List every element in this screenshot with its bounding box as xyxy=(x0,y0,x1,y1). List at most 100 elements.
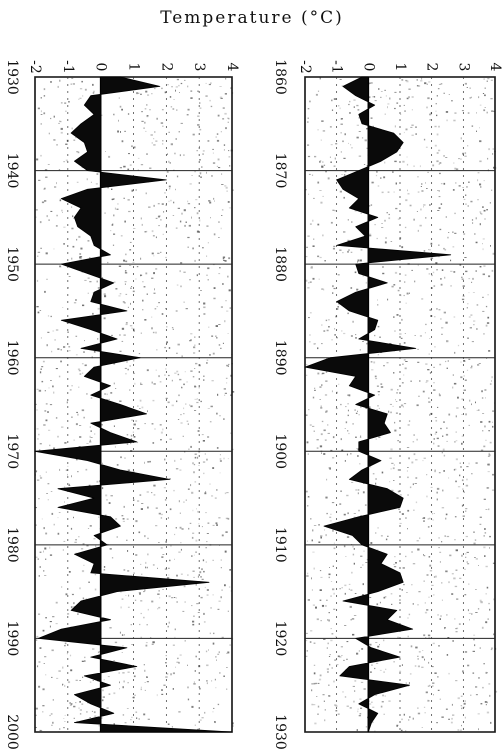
texture-speck xyxy=(396,724,398,727)
texture-speck xyxy=(320,433,323,436)
texture-speck xyxy=(314,389,316,391)
texture-speck xyxy=(445,111,449,113)
texture-speck xyxy=(462,670,464,673)
texture-speck xyxy=(412,563,416,565)
texture-speck xyxy=(161,109,164,111)
texture-speck xyxy=(429,204,431,206)
texture-speck xyxy=(415,646,418,649)
texture-speck xyxy=(460,376,463,379)
texture-speck xyxy=(180,548,182,551)
texture-speck xyxy=(350,335,353,337)
texture-speck xyxy=(379,669,382,671)
texture-speck xyxy=(133,228,136,229)
texture-speck xyxy=(321,165,324,168)
texture-speck xyxy=(135,520,138,523)
texture-speck xyxy=(397,469,400,471)
texture-speck xyxy=(214,721,216,723)
texture-speck xyxy=(145,272,148,275)
texture-speck xyxy=(322,130,326,132)
texture-speck xyxy=(310,630,313,632)
texture-speck xyxy=(463,702,466,705)
texture-speck xyxy=(212,162,216,164)
texture-speck xyxy=(408,457,410,460)
texture-speck xyxy=(75,354,78,356)
texture-speck xyxy=(326,329,329,332)
texture-speck xyxy=(461,442,463,445)
texture-speck xyxy=(436,437,439,440)
texture-speck xyxy=(127,306,129,308)
texture-speck xyxy=(363,688,366,690)
texture-speck xyxy=(372,181,375,184)
texture-speck xyxy=(466,186,468,188)
texture-speck xyxy=(436,308,438,310)
texture-speck xyxy=(223,418,225,420)
texture-speck xyxy=(477,179,479,182)
texture-speck xyxy=(428,81,431,83)
texture-speck xyxy=(393,191,395,193)
texture-speck xyxy=(443,454,446,457)
texture-speck xyxy=(479,599,482,602)
texture-speck xyxy=(406,80,409,83)
texture-speck xyxy=(219,267,221,269)
texture-speck xyxy=(429,113,432,116)
texture-speck xyxy=(439,363,442,366)
texture-speck xyxy=(78,446,81,448)
texture-speck xyxy=(145,644,148,647)
texture-speck xyxy=(201,166,203,168)
texture-speck xyxy=(417,712,421,715)
texture-speck xyxy=(333,608,336,610)
texture-speck xyxy=(143,127,145,129)
texture-speck xyxy=(187,108,190,111)
texture-speck xyxy=(53,115,55,118)
texture-speck xyxy=(56,677,59,679)
texture-speck xyxy=(455,569,458,571)
texture-speck xyxy=(129,241,132,243)
texture-speck xyxy=(438,547,440,549)
texture-speck xyxy=(436,487,440,490)
texture-speck xyxy=(402,363,404,365)
texture-speck xyxy=(172,644,175,646)
texture-speck xyxy=(463,491,465,493)
texture-speck xyxy=(197,90,199,92)
texture-speck xyxy=(213,287,216,289)
texture-speck xyxy=(406,470,408,472)
texture-speck xyxy=(492,425,494,428)
texture-speck xyxy=(202,153,204,155)
texture-speck xyxy=(443,182,446,185)
texture-speck xyxy=(59,728,61,730)
texture-speck xyxy=(203,570,205,573)
texture-speck xyxy=(467,563,470,565)
texture-speck xyxy=(369,233,372,236)
texture-speck xyxy=(434,417,437,418)
texture-speck xyxy=(426,83,428,85)
texture-speck xyxy=(333,287,336,290)
texture-speck xyxy=(223,675,225,677)
texture-speck xyxy=(62,211,63,213)
texture-speck xyxy=(374,334,376,337)
year-tick-label: 1970 xyxy=(4,433,20,469)
texture-speck xyxy=(429,372,432,374)
texture-speck xyxy=(389,403,392,405)
texture-speck xyxy=(104,393,107,395)
texture-speck xyxy=(227,458,230,460)
texture-speck xyxy=(369,235,372,237)
texture-speck xyxy=(455,415,457,418)
texture-speck xyxy=(473,531,475,533)
texture-speck xyxy=(432,164,435,167)
year-tick-label: 1950 xyxy=(4,246,20,282)
texture-speck xyxy=(365,562,368,563)
texture-speck xyxy=(227,121,229,123)
texture-speck xyxy=(130,719,132,721)
texture-speck xyxy=(120,591,122,593)
temperature-tick-label: -2 xyxy=(297,60,313,74)
texture-speck xyxy=(63,727,65,729)
texture-speck xyxy=(453,316,456,318)
texture-speck xyxy=(217,158,220,161)
texture-speck xyxy=(370,361,373,363)
texture-speck xyxy=(151,316,153,318)
texture-speck xyxy=(332,285,334,288)
texture-speck xyxy=(216,337,218,339)
texture-speck xyxy=(96,280,98,283)
texture-speck xyxy=(446,614,448,616)
texture-speck xyxy=(483,445,486,448)
